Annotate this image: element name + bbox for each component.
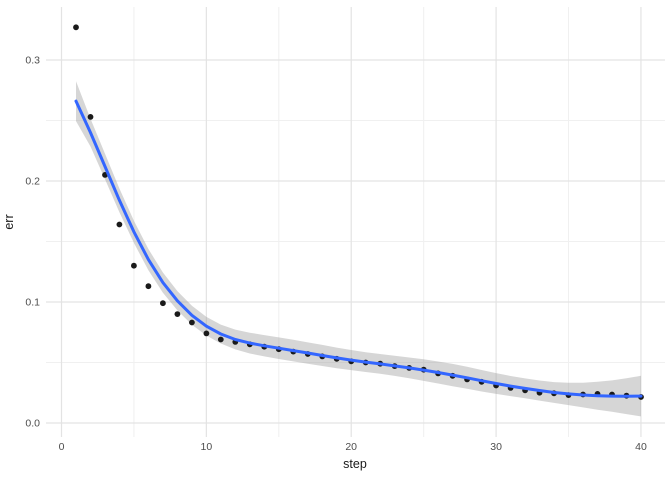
x-axis-tick-labels: 0 10 20 30 40 — [59, 441, 647, 453]
x-tick-label: 40 — [635, 441, 647, 453]
data-points-layer — [73, 24, 644, 400]
gridlines-major — [46, 7, 665, 437]
y-tick-label: 0.1 — [25, 297, 40, 309]
data-point — [189, 319, 195, 326]
data-point — [87, 114, 94, 120]
data-point — [174, 311, 181, 317]
x-axis-title: step — [343, 457, 367, 471]
data-point — [131, 262, 137, 269]
x-tick-label: 10 — [201, 441, 213, 453]
y-axis-tick-labels: 0.0 0.1 0.2 0.3 — [25, 55, 40, 430]
smooth-line — [74, 99, 643, 398]
data-point — [217, 336, 224, 343]
data-point — [145, 283, 152, 290]
y-tick-label: 0.3 — [25, 55, 40, 67]
x-tick-label: 0 — [59, 441, 65, 453]
confidence-ribbon-layer — [76, 81, 641, 417]
confidence-ribbon — [76, 81, 641, 417]
smooth-line-layer — [74, 99, 643, 398]
data-point — [116, 221, 123, 228]
y-tick-label: 0.0 — [25, 418, 40, 430]
data-point — [203, 330, 210, 337]
x-tick-label: 30 — [490, 441, 502, 453]
y-axis-title: err — [2, 214, 16, 229]
y-tick-label: 0.2 — [25, 176, 40, 188]
data-point — [160, 300, 166, 307]
data-point — [73, 24, 79, 31]
x-tick-label: 20 — [345, 441, 357, 453]
gridlines-minor — [46, 7, 665, 437]
